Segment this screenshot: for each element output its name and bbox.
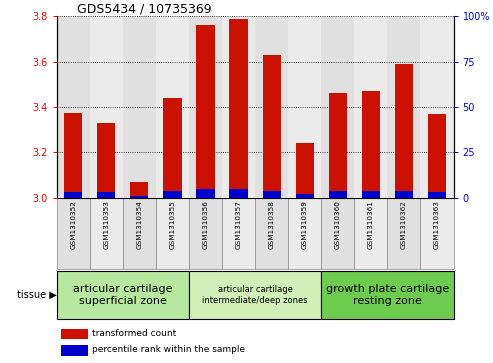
- Bar: [428, 192, 446, 198]
- Bar: [222, 16, 255, 198]
- Text: percentile rank within the sample: percentile rank within the sample: [92, 345, 246, 354]
- Text: articular cartilage
superficial zone: articular cartilage superficial zone: [73, 284, 173, 306]
- Bar: [329, 94, 347, 198]
- Bar: [255, 16, 288, 198]
- Bar: [296, 143, 314, 198]
- Text: GSM1310361: GSM1310361: [368, 200, 374, 249]
- Bar: [130, 182, 148, 198]
- Text: GSM1310357: GSM1310357: [236, 200, 242, 249]
- Bar: [61, 329, 88, 339]
- Bar: [123, 198, 156, 269]
- Bar: [57, 16, 90, 198]
- Text: GSM1310354: GSM1310354: [137, 200, 142, 249]
- Bar: [321, 271, 454, 319]
- Bar: [57, 198, 90, 269]
- Bar: [90, 16, 123, 198]
- Bar: [263, 55, 281, 198]
- Text: GSM1310363: GSM1310363: [434, 200, 440, 249]
- Text: transformed count: transformed count: [92, 329, 176, 338]
- Bar: [321, 16, 354, 198]
- Bar: [230, 189, 247, 198]
- Bar: [296, 194, 314, 198]
- Text: GSM1310360: GSM1310360: [335, 200, 341, 249]
- Bar: [156, 198, 189, 269]
- Bar: [97, 192, 115, 198]
- Bar: [230, 19, 247, 198]
- Bar: [362, 91, 380, 198]
- Text: GDS5434 / 10735369: GDS5434 / 10735369: [76, 2, 211, 15]
- Bar: [97, 123, 115, 198]
- Bar: [421, 16, 454, 198]
- Bar: [90, 198, 123, 269]
- Bar: [362, 191, 380, 198]
- Text: articular cartilage
intermediate/deep zones: articular cartilage intermediate/deep zo…: [202, 285, 308, 305]
- Bar: [329, 191, 347, 198]
- Bar: [255, 198, 288, 269]
- Text: GSM1310362: GSM1310362: [401, 200, 407, 249]
- Bar: [387, 198, 421, 269]
- Bar: [395, 191, 413, 198]
- Bar: [288, 198, 321, 269]
- Bar: [354, 198, 387, 269]
- Bar: [196, 189, 214, 198]
- Bar: [428, 114, 446, 198]
- Text: tissue ▶: tissue ▶: [17, 290, 57, 300]
- Text: GSM1310359: GSM1310359: [302, 200, 308, 249]
- Bar: [189, 16, 222, 198]
- Text: GSM1310358: GSM1310358: [269, 200, 275, 249]
- Bar: [64, 113, 82, 198]
- Bar: [163, 98, 181, 198]
- Text: growth plate cartilage
resting zone: growth plate cartilage resting zone: [326, 284, 449, 306]
- Bar: [163, 191, 181, 198]
- Bar: [321, 198, 354, 269]
- Bar: [354, 16, 387, 198]
- Bar: [395, 64, 413, 198]
- Bar: [57, 271, 189, 319]
- Bar: [196, 25, 214, 198]
- Bar: [189, 198, 222, 269]
- Bar: [421, 198, 454, 269]
- Bar: [387, 16, 421, 198]
- Text: GSM1310356: GSM1310356: [203, 200, 209, 249]
- Text: GSM1310352: GSM1310352: [70, 200, 76, 249]
- Bar: [64, 192, 82, 198]
- Bar: [263, 191, 281, 198]
- Text: GSM1310355: GSM1310355: [170, 200, 176, 249]
- Text: GSM1310353: GSM1310353: [104, 200, 109, 249]
- Bar: [288, 16, 321, 198]
- Bar: [61, 345, 88, 356]
- Bar: [222, 198, 255, 269]
- Bar: [123, 16, 156, 198]
- Bar: [189, 271, 321, 319]
- Bar: [130, 196, 148, 198]
- Bar: [156, 16, 189, 198]
